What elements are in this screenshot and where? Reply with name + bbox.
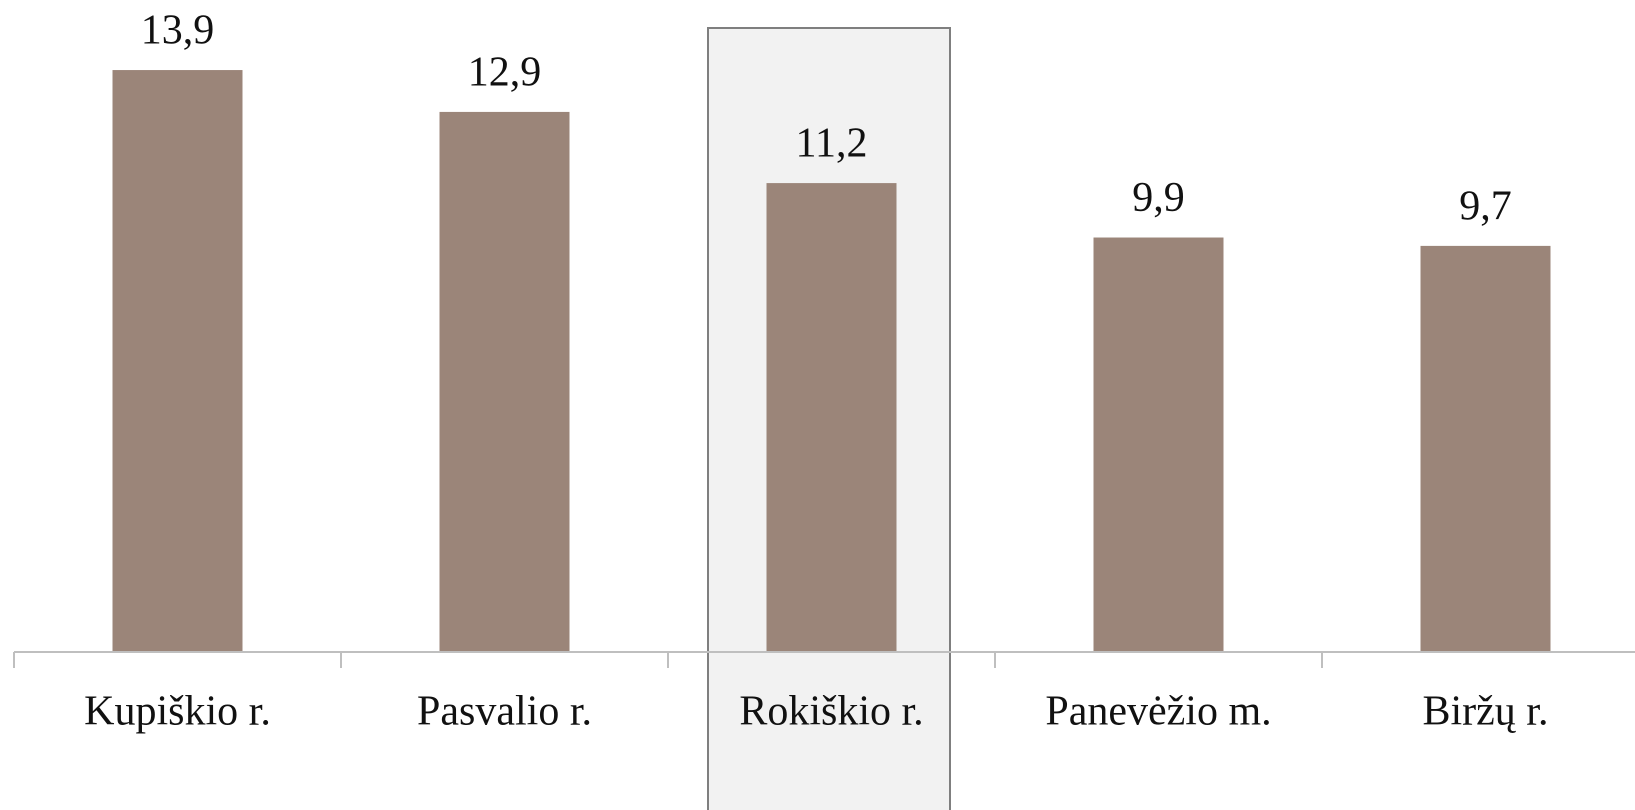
data-label: 12,9 xyxy=(468,50,542,96)
x-tick-label: Biržų r. xyxy=(1423,689,1549,735)
x-tick-label: Rokiškio r. xyxy=(739,689,923,735)
bar xyxy=(1093,237,1224,652)
data-label: 9,9 xyxy=(1132,175,1185,221)
data-label: 9,7 xyxy=(1459,184,1512,230)
bar xyxy=(1420,245,1551,653)
bar xyxy=(112,70,243,652)
x-tick-label: Panevėžio m. xyxy=(1045,689,1271,735)
bar xyxy=(766,183,897,653)
bar xyxy=(439,111,570,653)
x-tick-label: Kupiškio r. xyxy=(84,689,271,735)
data-label: 11,2 xyxy=(796,121,868,167)
x-tick-label: Pasvalio r. xyxy=(417,689,592,735)
data-label: 13,9 xyxy=(141,8,215,54)
